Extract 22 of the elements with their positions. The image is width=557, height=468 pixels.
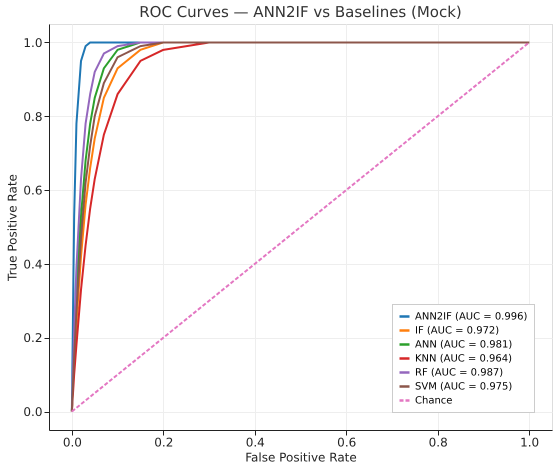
y-tick-label: 0.2 bbox=[23, 331, 42, 346]
y-tick-label: 0.6 bbox=[23, 184, 42, 198]
y-axis-title: True Positive Rate bbox=[5, 174, 20, 282]
x-tick-label: 0.8 bbox=[428, 436, 448, 450]
x-tick-label: 0.4 bbox=[246, 436, 265, 450]
legend-label: ANN (AUC = 0.981) bbox=[415, 340, 512, 350]
x-tick-label: 0.0 bbox=[62, 436, 82, 450]
legend-label: SVM (AUC = 0.975) bbox=[415, 382, 512, 392]
y-tick-label: 0.4 bbox=[23, 257, 42, 272]
chart-title: ROC Curves — ANN2IF vs Baselines (Mock) bbox=[139, 3, 462, 21]
x-tick-label: 0.2 bbox=[154, 436, 174, 450]
x-tick-label: 1.0 bbox=[520, 436, 540, 450]
legend-label: RF (AUC = 0.987) bbox=[415, 368, 504, 378]
y-tick-label: 0.0 bbox=[23, 405, 42, 420]
legend-label: KNN (AUC = 0.964) bbox=[415, 354, 512, 364]
x-tick-label: 0.6 bbox=[337, 436, 356, 450]
legend-label: Chance bbox=[415, 396, 452, 406]
x-axis-title: False Positive Rate bbox=[245, 450, 357, 464]
y-tick-label: 1.0 bbox=[23, 36, 42, 50]
legend-label: ANN2IF (AUC = 0.996) bbox=[415, 312, 528, 322]
y-tick-label: 0.8 bbox=[23, 110, 42, 124]
legend-label: IF (AUC = 0.972) bbox=[415, 326, 500, 336]
